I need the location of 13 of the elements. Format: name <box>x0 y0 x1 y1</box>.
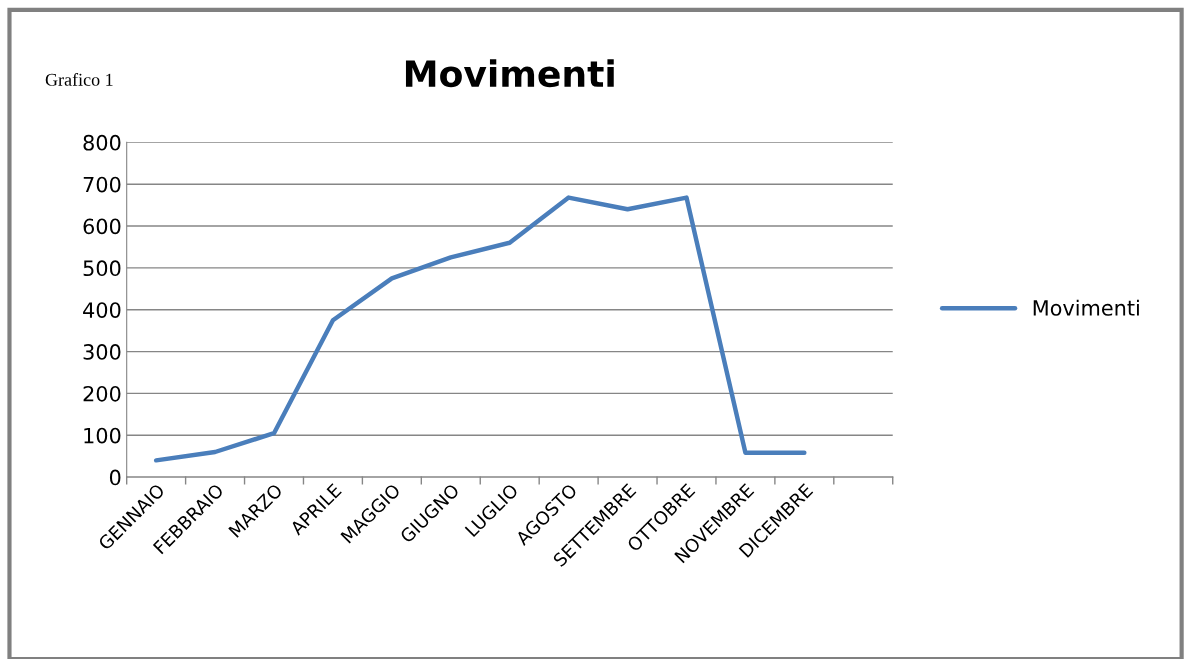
line-series <box>153 195 807 463</box>
y-tick-label: 800 <box>83 134 121 151</box>
y-tick-label: 400 <box>83 302 121 318</box>
y-tick-label: 100 <box>84 427 121 444</box>
y-tick-label: 300 <box>83 344 121 360</box>
y-tick-label: 0 <box>109 469 121 486</box>
y-tick-label: 500 <box>83 260 121 277</box>
y-tick-label: 600 <box>83 218 121 235</box>
y-tick-label: 700 <box>83 176 121 193</box>
chart-title: Movimenti <box>405 59 614 88</box>
text: Grafico 1 <box>45 72 113 86</box>
y-tick-label: 200 <box>83 385 121 402</box>
legend-label: Movimenti <box>1033 299 1139 316</box>
